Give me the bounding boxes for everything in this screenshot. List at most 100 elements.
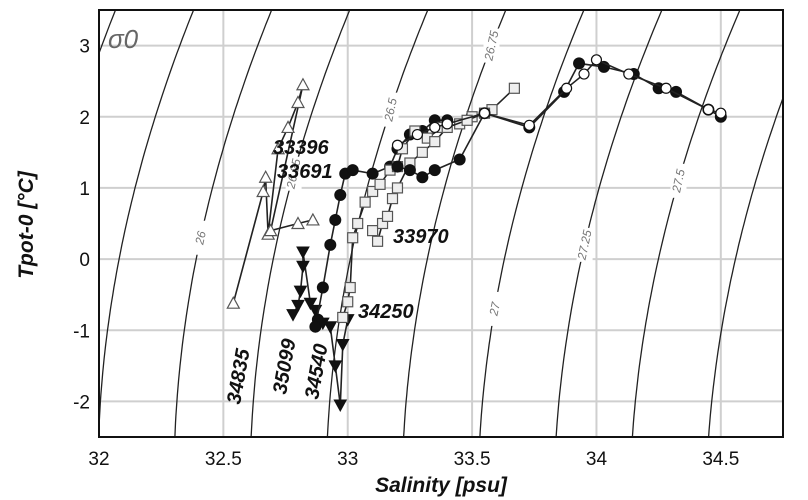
data-point: [429, 121, 441, 134]
isopycnal-label: 27.25: [574, 228, 594, 262]
data-point: [374, 178, 386, 190]
data-point: [258, 169, 273, 183]
isopycnal-line: [707, 95, 783, 437]
data-point: [335, 338, 350, 352]
data-point: [226, 295, 241, 309]
isopycnal-label: 26: [192, 229, 209, 246]
data-point: [256, 184, 271, 198]
data-point: [573, 57, 586, 70]
data-point: [359, 196, 371, 208]
isopycnal-label-bg: [192, 220, 209, 255]
data-point: [366, 167, 379, 180]
isopycnal-line: [555, 10, 663, 437]
data-point: [337, 311, 349, 324]
isopycnal-lines: 26 26.25 26.5 26.75 27 27.25 27.5: [99, 10, 783, 437]
data-point: [660, 82, 672, 94]
x-tick-label: 32.5: [205, 449, 242, 470]
data-point: [523, 119, 535, 131]
data-point: [367, 225, 379, 237]
y-tick-label: 3: [79, 37, 90, 58]
station-labels: 33396 33691 33970 34250 34540 35099 3483…: [223, 137, 448, 406]
station-label-34250: 34250: [358, 301, 414, 323]
data-point: [296, 246, 310, 260]
plot-frame: [98, 9, 784, 438]
data-point: [329, 213, 342, 226]
data-point: [328, 360, 343, 373]
data-point: [429, 136, 441, 148]
data-point: [453, 153, 466, 166]
data-point: [291, 299, 305, 313]
x-tick-label: 34: [586, 449, 608, 470]
data-point: [391, 139, 404, 151]
isopycnal-label: 26.25: [283, 157, 303, 191]
x-tick-label: 33.5: [454, 449, 491, 470]
data-point: [428, 164, 441, 177]
data-point: [295, 77, 310, 91]
data-point: [702, 104, 714, 116]
data-point: [478, 107, 491, 119]
data-point: [403, 164, 416, 177]
isopycnal-line: [479, 10, 585, 437]
data-point: [323, 321, 338, 334]
data-point: [293, 285, 308, 299]
data-point: [263, 223, 278, 237]
data-point: [441, 118, 453, 130]
data-point: [286, 309, 300, 322]
isopycnal-line: [631, 10, 741, 437]
data-point: [352, 217, 364, 230]
station-label-33970: 33970: [393, 226, 449, 248]
x-tick-label: 32: [88, 449, 109, 470]
isopycnal-label: 26.75: [481, 29, 501, 63]
y-tick-label: -1: [73, 321, 90, 342]
data-point: [381, 210, 394, 222]
sigma-symbol: σ0: [108, 24, 139, 54]
x-axis-title: Salinity [psu]: [375, 474, 508, 497]
data-point: [305, 212, 320, 226]
data-point: [333, 399, 348, 413]
y-tick-label: 2: [79, 108, 90, 129]
data-point: [316, 281, 329, 294]
isopycnal-label-bg: [670, 163, 687, 198]
x-tick-labels: 32 32.5 33 33.5 34 34.5: [88, 449, 739, 470]
data-point: [416, 171, 429, 184]
data-point: [347, 232, 359, 244]
data-point: [334, 189, 347, 202]
data-point: [309, 320, 322, 333]
data-point: [561, 82, 573, 94]
data-point: [346, 164, 359, 177]
data-point: [303, 297, 318, 311]
y-tick-label: 0: [79, 250, 90, 271]
data-point: [367, 185, 379, 198]
data-point: [290, 95, 305, 109]
x-tick-label: 33: [337, 449, 358, 470]
data-point: [391, 182, 404, 194]
isopycnal-label: 27: [486, 300, 503, 318]
isopycnal-label: 27.5: [669, 168, 688, 195]
isopycnal-line: [250, 10, 351, 437]
isopycnal-label-bg: [382, 92, 399, 127]
data-point: [281, 120, 296, 134]
y-tick-labels: -2 -1 0 1 2 3: [73, 37, 90, 414]
series-33396: [391, 54, 727, 151]
data-point: [391, 160, 404, 173]
y-tick-label: -2: [73, 392, 90, 413]
data-series: [226, 54, 727, 413]
data-point: [386, 192, 399, 205]
data-point: [271, 141, 286, 155]
isopycnal-line: [402, 10, 507, 437]
data-point: [290, 216, 305, 230]
isopycnal-line: [99, 10, 195, 437]
data-point: [416, 146, 428, 158]
data-point: [344, 281, 356, 294]
data-point: [324, 238, 337, 251]
data-point: [371, 235, 384, 247]
data-point: [623, 68, 635, 80]
isopycnal-label-bg: [285, 156, 302, 191]
grid: [98, 10, 783, 437]
isopycnal-label: 26.5: [381, 96, 400, 123]
data-point: [508, 82, 520, 94]
station-label-33396: 33396: [273, 137, 329, 159]
y-axis-title: Tpot-0 [°C]: [15, 170, 38, 279]
